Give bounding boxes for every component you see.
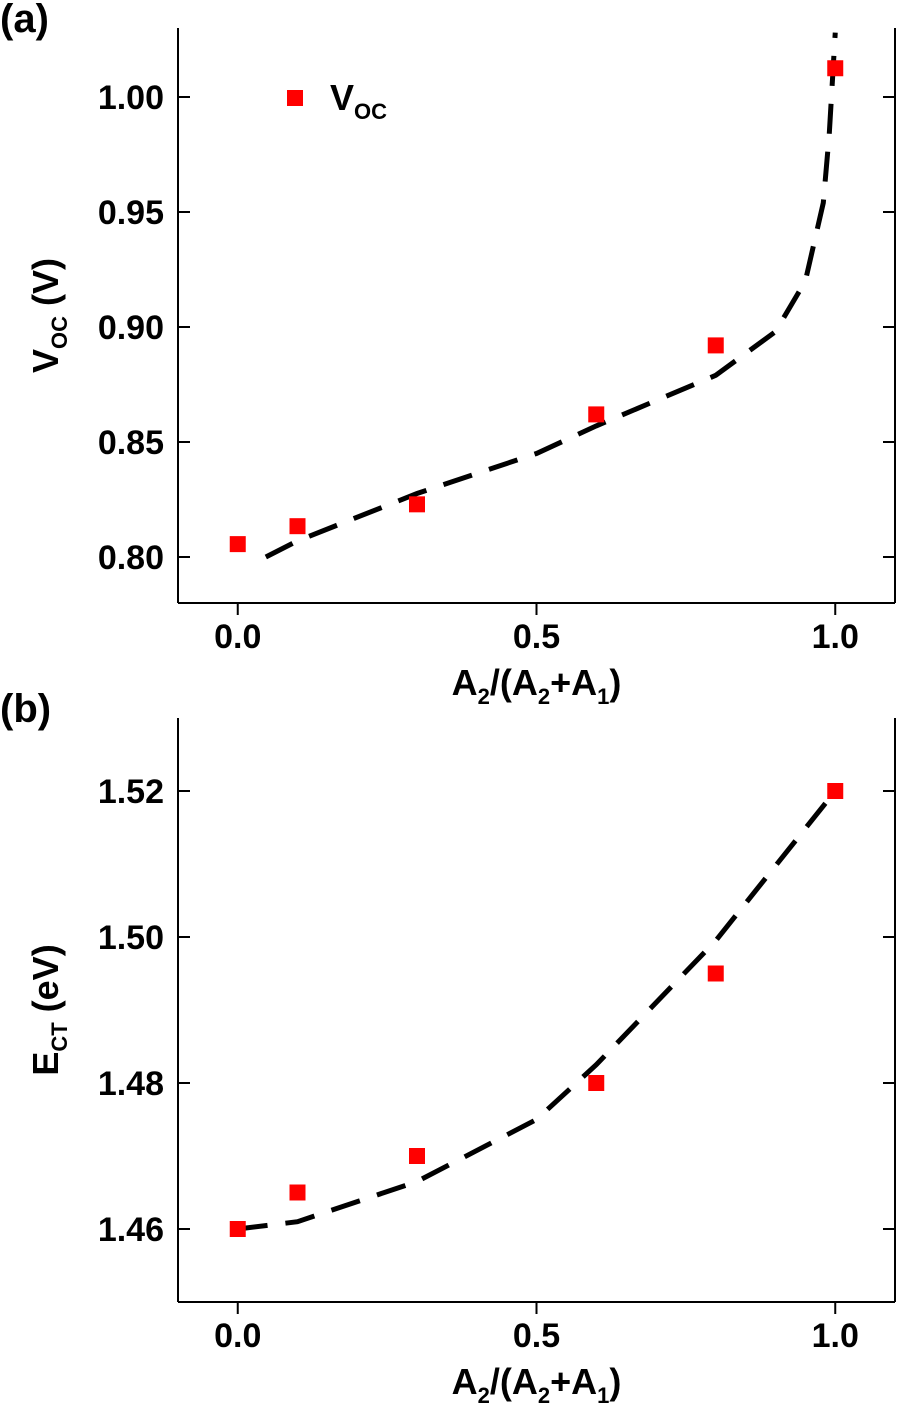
y-tick-label: 1.48 [98, 1065, 164, 1103]
subscript: 2 [478, 1383, 490, 1408]
fit-line [237, 789, 838, 1232]
x-axis-label: A2/(A2+A1) [452, 1361, 622, 1408]
y-tick-label: 1.46 [98, 1211, 164, 1249]
text-part: V [330, 77, 354, 118]
y-tick-label: 0.80 [98, 539, 164, 577]
y-tick-label: 1.52 [98, 773, 164, 811]
x-tick-label: 0.5 [513, 1317, 560, 1355]
data-point [707, 337, 724, 354]
y-tick-label: 1.50 [98, 919, 164, 957]
text-part: E [25, 1052, 66, 1076]
text-part: +A [550, 1361, 597, 1402]
x-tick-label: 0.0 [214, 1317, 261, 1355]
text-part: ) [609, 1361, 621, 1402]
text-part: V [25, 349, 66, 373]
y-tick-label: 0.95 [98, 194, 164, 232]
data-point [588, 1075, 605, 1091]
legend-label: VOC [330, 77, 387, 124]
x-tick-label: 1.0 [812, 618, 859, 656]
subscript: 2 [478, 684, 490, 709]
subscript: 1 [597, 1383, 609, 1408]
text-part: A [452, 1361, 478, 1402]
data-point [827, 783, 844, 799]
x-tick-label: 0.5 [513, 618, 560, 656]
text-part: +A [550, 662, 597, 703]
y-tick-label: 1.00 [98, 79, 164, 117]
subscript: 1 [597, 684, 609, 709]
x-tick-label: 0.0 [214, 618, 261, 656]
y-axis-label: ECT (eV) [25, 944, 72, 1075]
subscript: 2 [538, 1383, 550, 1408]
text-part: ) [609, 662, 621, 703]
text-part: /(A [490, 662, 538, 703]
x-tick-label: 1.0 [812, 1317, 859, 1355]
subscript: OC [354, 99, 387, 124]
text-part: (V) [25, 258, 66, 316]
data-point [289, 1184, 306, 1201]
panel-label: (b) [0, 687, 51, 731]
y-axis-label: VOC (V) [25, 258, 72, 373]
y-tick-label: 0.85 [98, 424, 164, 462]
text-part: A [452, 662, 478, 703]
y-tick-label: 0.90 [98, 309, 164, 347]
data-point [827, 60, 844, 77]
subscript: CT [47, 1022, 72, 1052]
panel-label: (a) [0, 0, 49, 41]
data-point [229, 1221, 246, 1237]
x-axis-label: A2/(A2+A1) [452, 662, 622, 709]
legend-marker [287, 90, 303, 106]
subscript: 2 [538, 684, 550, 709]
subscript: OC [47, 316, 72, 349]
data-point [409, 1148, 425, 1164]
fit-line [264, 32, 838, 560]
text-part: (eV) [25, 944, 66, 1022]
data-point [588, 406, 605, 423]
data-point [707, 965, 724, 982]
data-point [289, 518, 306, 535]
text-part: /(A [490, 1361, 538, 1402]
data-point [409, 496, 425, 513]
data-point [229, 536, 246, 553]
